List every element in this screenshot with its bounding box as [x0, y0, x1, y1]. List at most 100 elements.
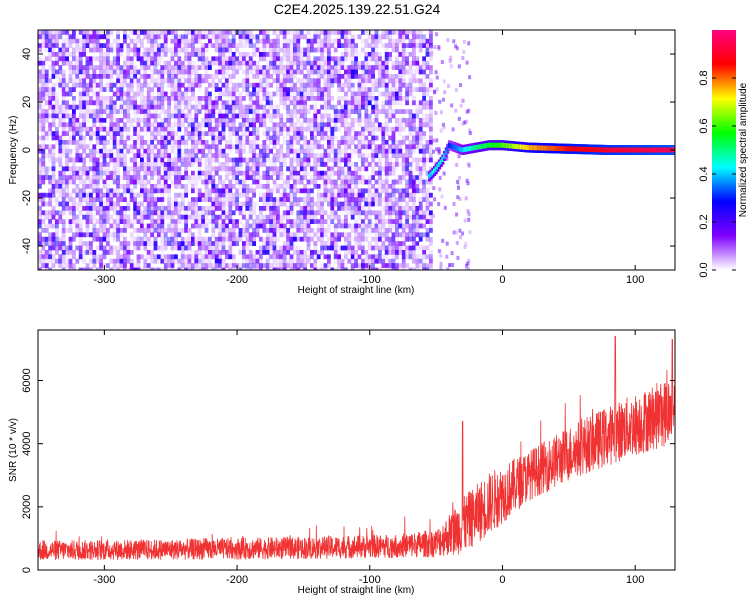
spectrogram-cell — [231, 219, 236, 224]
spectrogram-cell — [146, 131, 151, 136]
spectrogram-cell — [61, 140, 66, 145]
spectrogram-cell — [116, 60, 120, 66]
spectrogram-cell — [320, 69, 324, 75]
spectrogram-cell — [299, 96, 304, 101]
spectrogram-cell — [415, 144, 420, 150]
spectrogram-cell — [157, 162, 161, 167]
spectrogram-cell — [367, 214, 372, 220]
spectrogram-cell — [279, 56, 284, 62]
spectrogram-cell — [272, 250, 277, 255]
spectrogram-cell — [177, 82, 182, 88]
spectrogram-cell — [204, 170, 209, 176]
spectrogram-cell — [279, 245, 284, 251]
spectrogram-cell — [374, 100, 379, 106]
spectrogram-cell — [303, 153, 307, 158]
spectrogram-cell — [395, 232, 399, 238]
spectrogram-cell — [316, 47, 321, 53]
spectrogram-cell — [177, 87, 182, 92]
spectrogram-cell — [299, 78, 304, 84]
spectrogram-cell — [221, 34, 226, 40]
spectrogram-cell — [58, 254, 63, 260]
spectrogram-cell — [248, 197, 253, 202]
spectrogram-cell — [378, 144, 382, 150]
spectrogram-cell — [289, 144, 294, 150]
spectrogram-cell — [58, 69, 63, 75]
spectrogram-cell — [401, 60, 406, 66]
spectrogram-cell — [102, 104, 107, 110]
spectrogram-cell — [323, 60, 328, 66]
spectrogram-cell — [313, 210, 318, 216]
spectrogram-cell — [180, 38, 185, 44]
spectrogram-cell — [388, 118, 392, 123]
spectrogram-cell — [228, 228, 233, 233]
spectrogram-cell — [174, 122, 178, 128]
spectrogram-cell — [245, 236, 250, 242]
spectrogram-cell — [58, 236, 63, 242]
spectrogram-cell — [225, 87, 229, 92]
spectrogram-cell — [371, 74, 375, 79]
spectrogram-cell — [174, 197, 178, 202]
spectrogram-cell — [415, 140, 420, 145]
spectrogram-cell — [231, 197, 236, 202]
spectrogram-cell — [180, 135, 185, 141]
spectrogram-cell — [272, 131, 277, 136]
spectrogram-cell — [320, 232, 324, 238]
spectrogram-cell — [197, 87, 202, 92]
spectrogram-cell — [316, 60, 321, 66]
spectrogram-cell — [429, 258, 433, 264]
spectrogram-cell — [337, 60, 341, 66]
spectrogram-cell — [282, 135, 287, 141]
spectrogram-cell — [408, 179, 413, 185]
spectrogram-cell — [201, 192, 205, 198]
spectrogram-cell — [252, 254, 256, 260]
spectrogram-cell — [299, 232, 304, 238]
spectrogram-cell — [221, 113, 226, 119]
spectrogram-cell — [221, 219, 226, 224]
spectrogram-cell — [51, 96, 56, 101]
spectrogram-cell — [289, 96, 294, 101]
spectrogram-cell — [422, 38, 426, 44]
spectrogram-cell — [286, 148, 290, 154]
spectrogram-cell — [204, 254, 209, 260]
spectrogram-cell — [265, 258, 270, 264]
spectrogram-cell — [242, 56, 246, 62]
spectrogram-cell — [187, 148, 192, 154]
spectrogram-cell — [429, 201, 433, 207]
spectrogram-cell — [153, 210, 158, 216]
spectrogram-cell — [388, 87, 392, 92]
spectrogram-cell — [412, 87, 416, 92]
spectrogram-cell — [340, 184, 345, 189]
spectrogram-cell — [333, 135, 338, 141]
spectrogram-cell — [415, 38, 420, 44]
spectrogram-cell — [310, 228, 314, 233]
spectrogram-cell — [82, 122, 86, 128]
spectrogram-cell — [99, 148, 103, 154]
spectrogram-cell — [350, 47, 355, 53]
spectrogram-cell — [252, 170, 256, 176]
spectrogram-cell — [123, 38, 127, 44]
spectrogram-cell — [340, 96, 345, 101]
spectrogram-cell — [269, 223, 273, 229]
spectrogram-cell — [347, 135, 352, 141]
spectrogram-cell — [235, 131, 239, 136]
spectrogram-cell — [310, 214, 314, 220]
spectrogram-cell — [136, 267, 141, 270]
spectrogram-cell — [38, 30, 42, 35]
spectrogram-cell — [51, 258, 56, 264]
spectrogram-cell — [289, 140, 294, 145]
spectrogram-cell — [235, 179, 239, 185]
spectrogram-cell — [384, 34, 389, 40]
spectrogram-cell — [310, 166, 314, 172]
spectrogram-cell — [235, 236, 239, 242]
spectrogram-cell — [418, 131, 423, 136]
spectrogram-cell — [422, 65, 426, 70]
spectrogram-cell — [238, 184, 243, 189]
spectrogram-cell — [174, 228, 178, 233]
spectrogram-cell — [276, 78, 280, 84]
spectrogram-cell — [354, 219, 358, 224]
spectrogram-cell — [405, 179, 409, 185]
spectrogram-cell — [231, 69, 236, 75]
spectrogram-cell — [221, 43, 226, 48]
spectrogram-cell — [384, 104, 389, 110]
spectrogram-cell — [191, 65, 195, 70]
